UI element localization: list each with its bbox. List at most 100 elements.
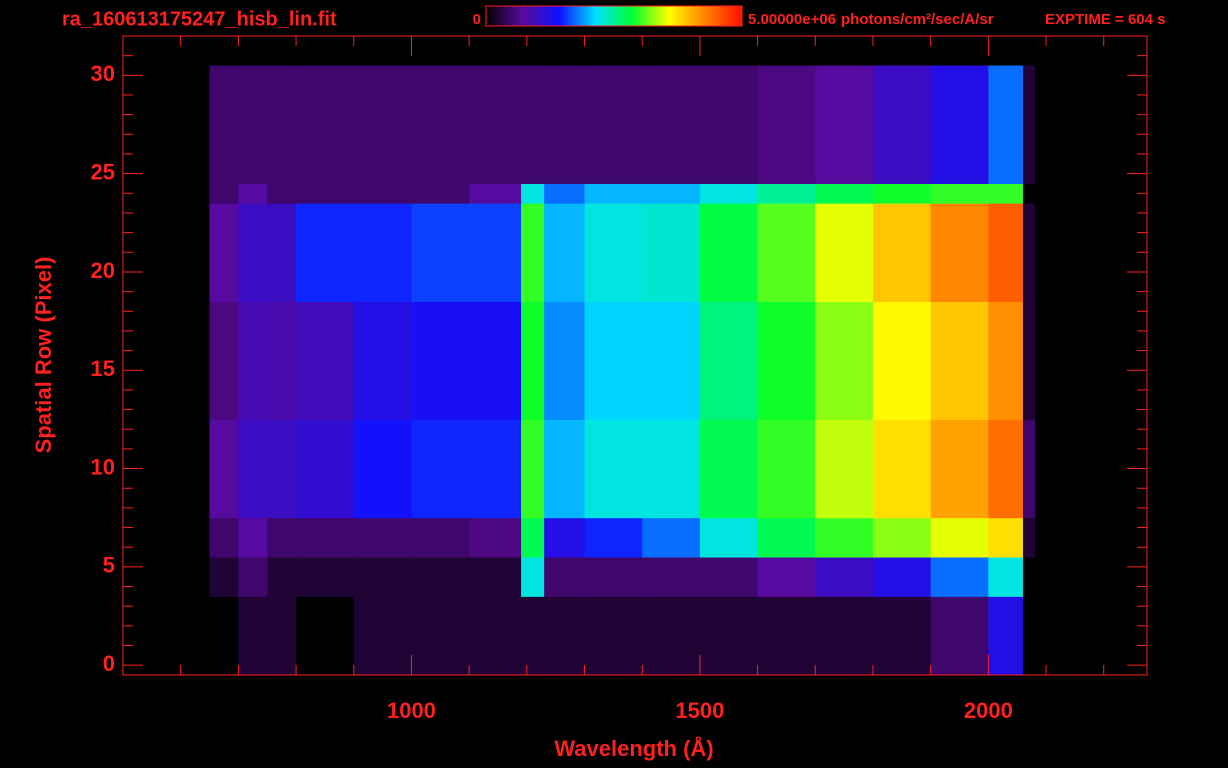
heatmap-cell xyxy=(1022,203,1036,302)
heatmap-cell xyxy=(642,203,701,302)
heatmap-cell xyxy=(930,183,989,204)
heatmap-cell xyxy=(757,557,816,597)
y-tick-label: 10 xyxy=(91,454,115,479)
heatmap-cell xyxy=(353,183,412,204)
heatmap-cell xyxy=(544,301,586,420)
heatmap-cell xyxy=(296,557,355,597)
heatmap-cell xyxy=(521,183,545,204)
heatmap-cell xyxy=(521,301,545,420)
heatmap-cell xyxy=(988,301,1024,420)
heatmap-cell xyxy=(353,301,412,420)
heatmap-cell xyxy=(930,419,989,519)
heatmap-cell xyxy=(521,419,545,519)
heatmap-cell xyxy=(584,203,643,302)
heatmap-cell xyxy=(872,517,932,558)
heatmap-cell xyxy=(988,65,1024,184)
heatmap-cell xyxy=(267,65,297,184)
y-tick-label: 25 xyxy=(91,159,115,184)
heatmap-cell xyxy=(699,203,759,302)
heatmap-cell xyxy=(815,65,874,184)
heatmap-cell xyxy=(238,517,268,558)
heatmap-cell xyxy=(544,203,586,302)
heatmap-cell xyxy=(469,203,522,302)
heatmap-cell xyxy=(642,596,701,676)
heatmap-cell xyxy=(544,596,586,676)
heatmap-cell xyxy=(544,517,586,558)
heatmap-cell xyxy=(209,203,239,302)
heatmap-cell xyxy=(584,596,643,676)
plot-frame xyxy=(122,35,1148,676)
heatmap-cell xyxy=(815,419,874,519)
heatmap-cell xyxy=(815,517,874,558)
heatmap-cell xyxy=(469,183,522,204)
heatmap-cell xyxy=(411,596,470,676)
heatmap-cell xyxy=(757,596,816,676)
heatmap-cell xyxy=(267,596,297,676)
heatmap-cell xyxy=(930,557,989,597)
heatmap-cell xyxy=(642,419,701,519)
heatmap-cell xyxy=(872,183,932,204)
heatmap-cell xyxy=(699,557,759,597)
heatmap-cell xyxy=(1022,596,1036,676)
x-tick-label: 1500 xyxy=(675,698,724,723)
heatmap-cell xyxy=(411,301,470,420)
heatmap-cell xyxy=(872,203,932,302)
heatmap-cell xyxy=(1022,419,1036,519)
heatmap-cell xyxy=(521,596,545,676)
heatmap-cell xyxy=(469,557,522,597)
heatmap-cell xyxy=(872,65,932,184)
heatmap-cell xyxy=(267,203,297,302)
y-tick-label: 5 xyxy=(103,553,115,578)
y-axis-label: Spatial Row (Pixel) xyxy=(31,257,56,454)
heatmap-cell xyxy=(930,301,989,420)
heatmap-cell xyxy=(699,65,759,184)
heatmap-cell xyxy=(584,557,643,597)
heatmap-cell xyxy=(353,203,412,302)
heatmap-cell xyxy=(584,301,643,420)
heatmap-cell xyxy=(411,517,470,558)
heatmap-cell xyxy=(815,301,874,420)
heatmap-cell xyxy=(267,301,297,420)
heatmap-cell xyxy=(1022,65,1036,184)
heatmap-cell xyxy=(642,183,701,204)
heatmap-cell xyxy=(699,596,759,676)
heatmap-cell xyxy=(544,65,586,184)
heatmap-cell xyxy=(1022,183,1036,204)
heatmap-cell xyxy=(930,203,989,302)
y-tick-label: 20 xyxy=(91,258,115,283)
x-axis-label: Wavelength (Å) xyxy=(554,735,713,761)
heatmap-cell xyxy=(469,596,522,676)
heatmap-cell xyxy=(930,596,989,676)
heatmap-cell xyxy=(757,419,816,519)
heatmap-cell xyxy=(209,517,239,558)
heatmap-cell xyxy=(699,301,759,420)
heatmap-cell xyxy=(353,65,412,184)
heatmap-cell xyxy=(699,419,759,519)
heatmap-cell xyxy=(209,557,239,597)
heatmap-cell xyxy=(988,203,1024,302)
heatmap-cell xyxy=(353,517,412,558)
heatmap-cell xyxy=(988,596,1024,676)
heatmap-cell xyxy=(267,517,297,558)
heatmap-cell xyxy=(521,65,545,184)
heatmap-cell xyxy=(296,419,355,519)
y-tick-label: 30 xyxy=(91,61,115,86)
heatmap-cell xyxy=(296,183,355,204)
heatmap-cell xyxy=(584,183,643,204)
heatmap-cell xyxy=(209,596,239,676)
heatmap-cell xyxy=(411,557,470,597)
heatmap-cell xyxy=(411,65,470,184)
heatmap-cell xyxy=(642,557,701,597)
heatmap-cell xyxy=(469,65,522,184)
heatmap-cell xyxy=(469,517,522,558)
heatmap-cell xyxy=(1022,301,1036,420)
heatmap-cell xyxy=(872,596,932,676)
heatmap-cell xyxy=(930,517,989,558)
colorbar xyxy=(485,5,743,27)
heatmap-cell xyxy=(238,203,268,302)
chart-title: ra_160613175247_hisb_lin.fit xyxy=(62,8,337,30)
heatmap-cell xyxy=(1022,557,1036,597)
heatmap-cell xyxy=(544,183,586,204)
colorbar-tick-label: 5.00000e+06 xyxy=(748,11,836,28)
